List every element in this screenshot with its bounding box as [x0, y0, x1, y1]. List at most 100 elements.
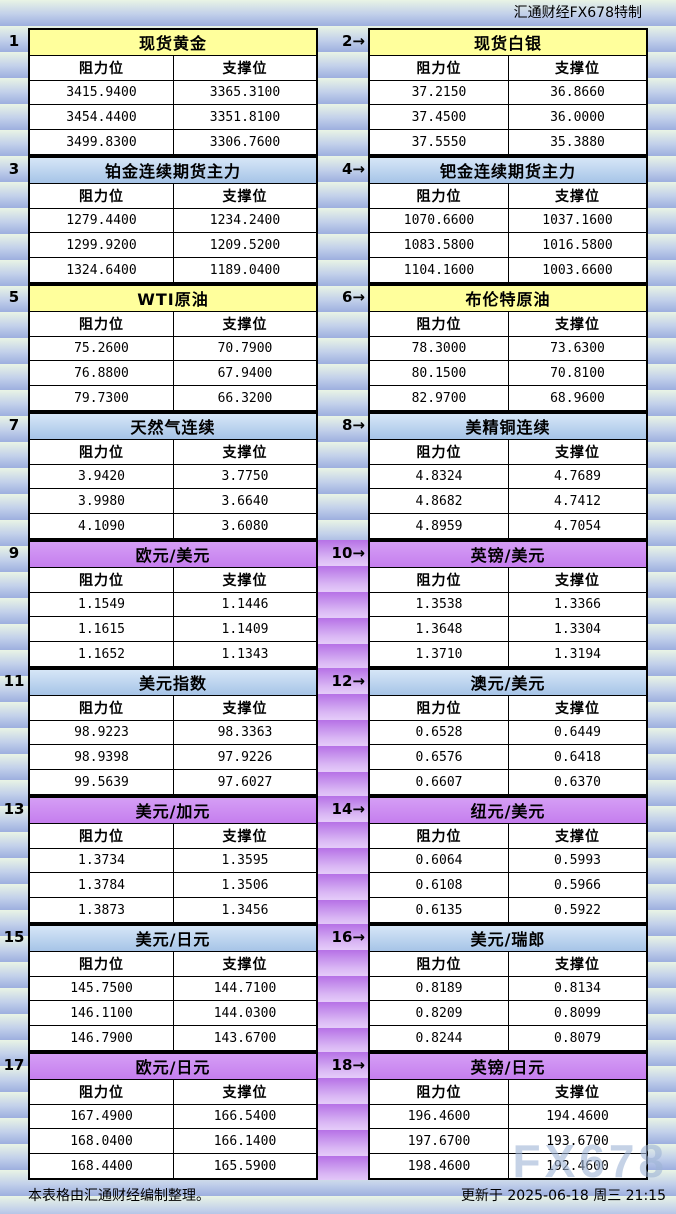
support-value: 0.8134 [508, 976, 646, 1001]
resistance-value: 0.6108 [415, 877, 463, 893]
table-title-row: 现货白银 [370, 30, 646, 55]
support-value: 1189.0400 [173, 258, 316, 282]
table-row: 0.6135 0.5922 [370, 897, 646, 922]
table-header-row: 阻力位 支撑位 [30, 822, 316, 848]
left-margin: 9 [0, 540, 28, 668]
table-title: 钯金连续期货主力 [439, 162, 576, 182]
table-row: 3499.8300 3306.7600 [30, 129, 316, 154]
table-number-arrow-label: 18→ [331, 1056, 365, 1074]
resistance-value: 78.3000 [411, 340, 467, 356]
center-gutter: 8→ [318, 412, 368, 540]
instrument-table: 纽元/美元 阻力位 支撑位 0.6064 0.5993 0.6108 0.596… [368, 796, 648, 924]
table-row: 145.7500 144.7100 [30, 975, 316, 1001]
support-value: 1003.6600 [508, 258, 646, 282]
table-number-arrow-label: 12→ [331, 672, 365, 690]
center-gutter: 10→ [318, 540, 368, 668]
resistance-value: 0.8189 [415, 980, 463, 996]
table-row: 146.1100 144.0300 [30, 1000, 316, 1026]
table-header-row: 阻力位 支撑位 [30, 566, 316, 592]
resistance-value: 1083.5800 [403, 237, 475, 253]
table-row: 0.8209 0.8099 [370, 1000, 646, 1026]
table-row: 99.5639 97.6027 [30, 769, 316, 794]
table-number-label: 5 [8, 288, 20, 306]
table-title-row: 天然气连续 [30, 414, 316, 439]
support-value: 36.8660 [508, 80, 646, 105]
resistance-value: 75.2600 [74, 340, 129, 356]
support-value: 166.5400 [173, 1104, 316, 1129]
table-row: 1.1549 1.1446 [30, 591, 316, 617]
table-row: 1.3784 1.3506 [30, 872, 316, 898]
support-value: 0.5966 [508, 873, 646, 898]
support-header: 支撑位 [173, 439, 316, 464]
resistance-header: 阻力位 [79, 828, 124, 845]
table-title-row: 美元/日元 [30, 926, 316, 951]
resistance-value: 82.9700 [411, 390, 467, 406]
support-value: 0.5922 [508, 898, 646, 922]
support-value: 35.3880 [508, 130, 646, 154]
resistance-value: 0.6576 [415, 749, 463, 765]
resistance-header: 阻力位 [79, 60, 124, 77]
table-row: 76.8800 67.9400 [30, 360, 316, 386]
table-row: 1.1615 1.1409 [30, 616, 316, 642]
support-value: 0.6418 [508, 745, 646, 770]
center-gutter: 16→ [318, 924, 368, 1052]
resistance-header: 阻力位 [79, 444, 124, 461]
table-row: 75.2600 70.7900 [30, 335, 316, 361]
resistance-header: 阻力位 [79, 700, 124, 717]
center-gutter: 18→ [318, 1052, 368, 1180]
footer-updated-time: 更新于 2025-06-18 周三 21:15 [460, 1188, 666, 1204]
table-row: 0.6064 0.5993 [370, 847, 646, 873]
resistance-value: 168.4400 [70, 1158, 133, 1174]
resistance-value: 80.1500 [411, 365, 467, 381]
resistance-value: 1.3873 [78, 902, 125, 918]
table-row: 1070.6600 1037.1600 [370, 207, 646, 233]
support-value: 3.6640 [173, 489, 316, 514]
right-margin [648, 284, 676, 412]
support-value: 194.4600 [508, 1104, 646, 1129]
table-title-row: 布伦特原油 [370, 286, 646, 311]
support-header: 支撑位 [173, 1079, 316, 1104]
support-value: 1037.1600 [508, 208, 646, 233]
table-row: 4.8324 4.7689 [370, 463, 646, 489]
resistance-header: 阻力位 [416, 188, 462, 205]
table-number-label: 9 [8, 544, 20, 562]
table-title-row: 英镑/美元 [370, 542, 646, 567]
support-value: 70.7900 [173, 336, 316, 361]
center-gutter: 4→ [318, 156, 368, 284]
resistance-value: 198.4600 [407, 1158, 471, 1174]
table-title: 现货白银 [473, 34, 542, 54]
table-title: 美元/瑞郎 [470, 930, 546, 950]
instrument-table: 现货白银 阻力位 支撑位 37.2150 36.8660 37.4500 36.… [368, 28, 648, 156]
table-row: 0.6607 0.6370 [370, 769, 646, 794]
resistance-value: 1.1549 [78, 596, 125, 612]
support-header: 支撑位 [508, 439, 646, 464]
footer-source-note: 本表格由汇通财经编制整理。 [28, 1188, 210, 1204]
resistance-value: 146.7900 [70, 1030, 133, 1046]
right-margin [648, 668, 676, 796]
table-row: 3415.9400 3365.3100 [30, 79, 316, 105]
left-margin: 3 [0, 156, 28, 284]
resistance-header: 阻力位 [79, 956, 124, 973]
support-value: 193.6700 [508, 1129, 646, 1154]
resistance-value: 167.4900 [70, 1108, 133, 1124]
instrument-table: 美元/日元 阻力位 支撑位 145.7500 144.7100 146.1100… [28, 924, 318, 1052]
table-header-row: 阻力位 支撑位 [370, 566, 646, 592]
instrument-table: 美元/加元 阻力位 支撑位 1.3734 1.3595 1.3784 1.350… [28, 796, 318, 924]
table-title: 天然气连续 [130, 418, 216, 438]
table-row: 0.6108 0.5966 [370, 872, 646, 898]
resistance-value: 1.3710 [415, 646, 463, 662]
table-header-row: 阻力位 支撑位 [30, 310, 316, 336]
table-title-row: 欧元/美元 [30, 542, 316, 567]
support-value: 4.7054 [508, 514, 646, 538]
table-row: 1104.1600 1003.6600 [370, 257, 646, 282]
table-title-row: 美元/瑞郎 [370, 926, 646, 951]
table-band: 3 铂金连续期货主力 阻力位 支撑位 1279.4400 1234.2400 1… [0, 156, 676, 284]
support-value: 1.3366 [508, 592, 646, 617]
support-value: 70.8100 [508, 361, 646, 386]
table-row: 0.8189 0.8134 [370, 975, 646, 1001]
support-value: 3.6080 [173, 514, 316, 538]
resistance-value: 1.3784 [78, 877, 125, 893]
table-row: 37.4500 36.0000 [370, 104, 646, 130]
left-margin: 5 [0, 284, 28, 412]
support-value: 143.6700 [173, 1026, 316, 1050]
